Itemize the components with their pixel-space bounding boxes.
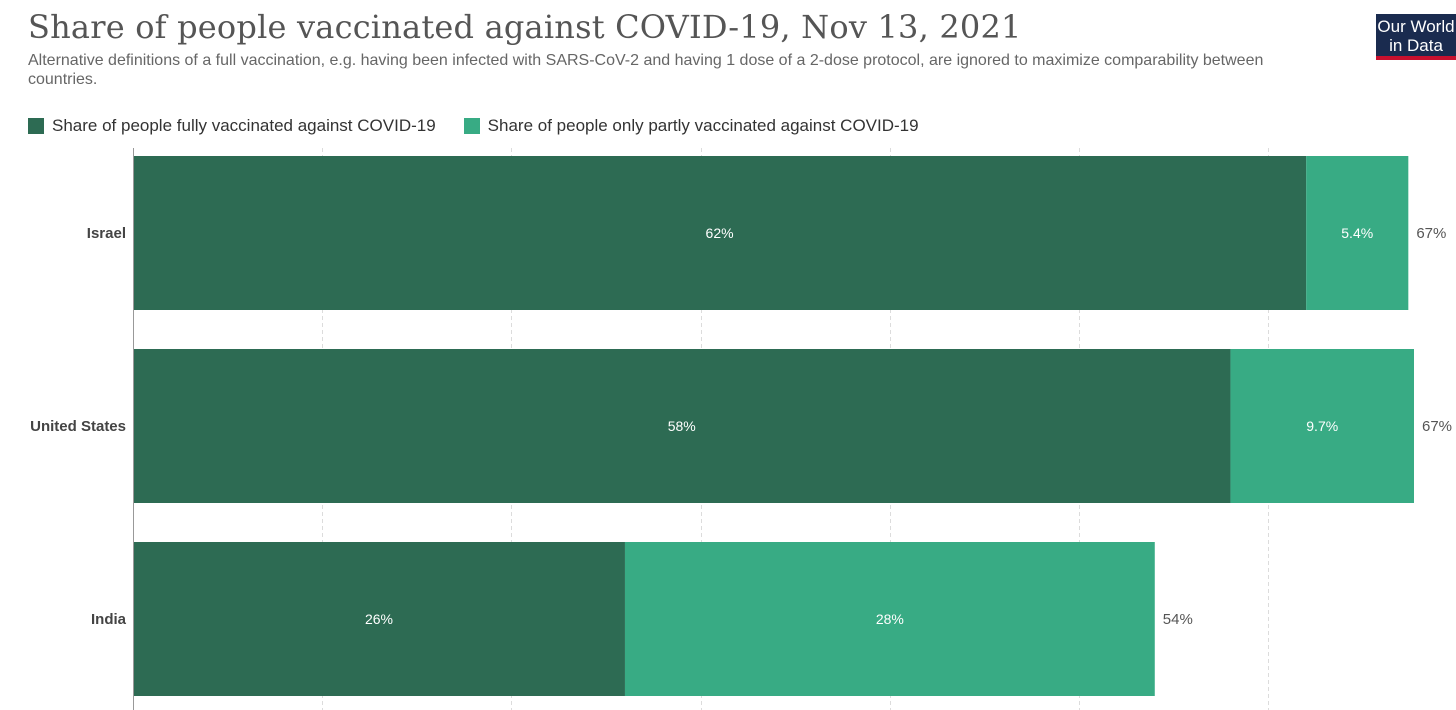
bar-partly[interactable] (1230, 349, 1414, 503)
bar-label-partly: 9.7% (1306, 418, 1338, 434)
bar-partly[interactable] (624, 542, 1155, 696)
bar-fully[interactable] (133, 542, 625, 696)
bar-label-partly: 28% (876, 611, 904, 627)
category-label: India (91, 611, 127, 628)
legend-swatch-fully (28, 118, 44, 134)
bar-fully[interactable] (133, 156, 1307, 310)
owid-logo[interactable]: Our World in Data (1376, 14, 1456, 60)
bar-total-label: 54% (1163, 611, 1193, 628)
bar-total-label: 67% (1416, 225, 1446, 242)
legend-label-partly: Share of people only partly vaccinated a… (487, 116, 919, 135)
legend-label-fully: Share of people fully vaccinated against… (52, 116, 436, 135)
legend: Share of people fully vaccinated against… (28, 116, 947, 136)
category-label: United States (30, 418, 126, 435)
chart-subtitle: Alternative definitions of a full vaccin… (28, 52, 1264, 88)
bar-label-fully: 26% (365, 611, 393, 627)
bar-label-partly: 5.4% (1341, 225, 1373, 241)
legend-swatch-partly (463, 118, 480, 134)
bar-label-fully: 62% (706, 225, 734, 241)
legend-item-fully[interactable]: Share of people fully vaccinated against… (28, 116, 436, 136)
bar-partly[interactable] (1306, 156, 1409, 310)
logo-line-2: in Data (1389, 36, 1443, 55)
logo-line-1: Our World (1377, 17, 1455, 36)
bar-label-fully: 58% (668, 418, 696, 434)
bar-total-label: 67% (1422, 418, 1452, 435)
category-label: Israel (87, 225, 126, 242)
chart-title: Share of people vaccinated against COVID… (28, 8, 1022, 46)
legend-item-partly[interactable]: Share of people only partly vaccinated a… (463, 116, 919, 136)
bar-fully[interactable] (133, 349, 1231, 503)
